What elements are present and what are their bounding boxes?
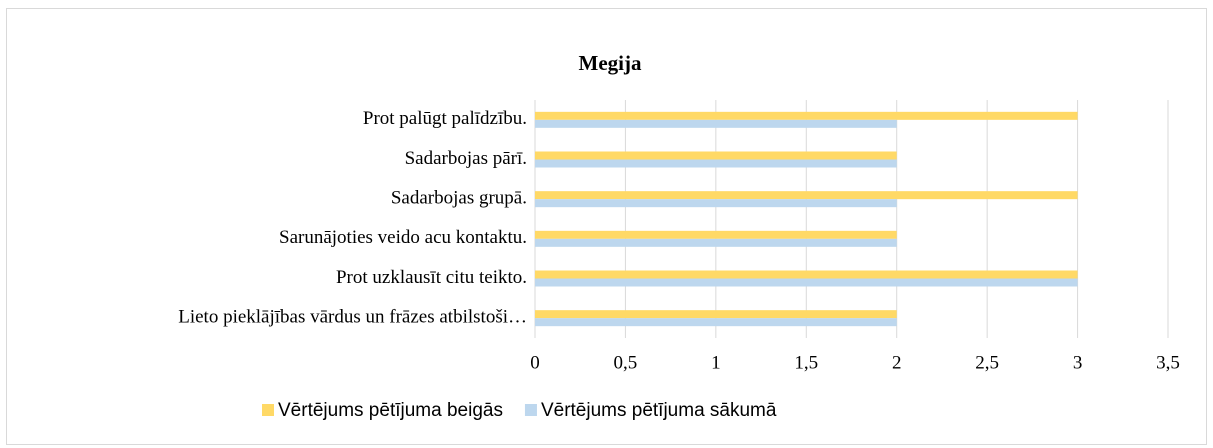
y-tick-label: Sarunājoties veido acu kontaktu.: [279, 227, 527, 248]
bar: [535, 318, 897, 327]
y-tick-label: Prot uzklausīt citu teikto.: [336, 267, 527, 288]
x-tick-label: 3: [1073, 352, 1083, 373]
bar: [535, 310, 897, 319]
legend: Vērtējums pētījuma beigās Vērtējums pētīj…: [262, 400, 777, 421]
bar: [535, 119, 897, 128]
x-tick-label: 1,5: [794, 352, 818, 373]
x-tick-label: 3,5: [1156, 352, 1180, 373]
x-tick-label: 0,5: [614, 352, 638, 373]
bar: [535, 151, 897, 160]
bar: [535, 199, 897, 208]
chart-frame: [6, 8, 1207, 445]
y-tick-label: Lieto pieklājības vārdus un frāzes atbil…: [178, 307, 527, 328]
bar: [535, 159, 897, 168]
bar: [535, 238, 897, 247]
chart-title: Megija: [579, 51, 642, 75]
bar: [535, 111, 1078, 120]
legend-swatch: [262, 404, 274, 416]
bar: [535, 278, 1078, 287]
x-tick-label: 0: [530, 352, 540, 373]
bar: [535, 230, 897, 239]
x-tick-label: 2: [892, 352, 902, 373]
x-tick-label: 1: [711, 352, 721, 373]
x-tick-label: 2,5: [975, 352, 999, 373]
bar: [535, 191, 1078, 200]
y-tick-label: Sadarbojas pārī.: [405, 148, 527, 169]
y-tick-label: Sadarbojas grupā.: [391, 188, 527, 209]
bar: [535, 270, 1078, 279]
y-tick-label: Prot palūgt palīdzību.: [363, 108, 527, 129]
legend-label: Vērtējums pētījuma beigās: [278, 400, 503, 421]
legend-swatch: [524, 404, 537, 416]
legend-label: Vērtējums pētījuma sākumā: [541, 400, 777, 421]
